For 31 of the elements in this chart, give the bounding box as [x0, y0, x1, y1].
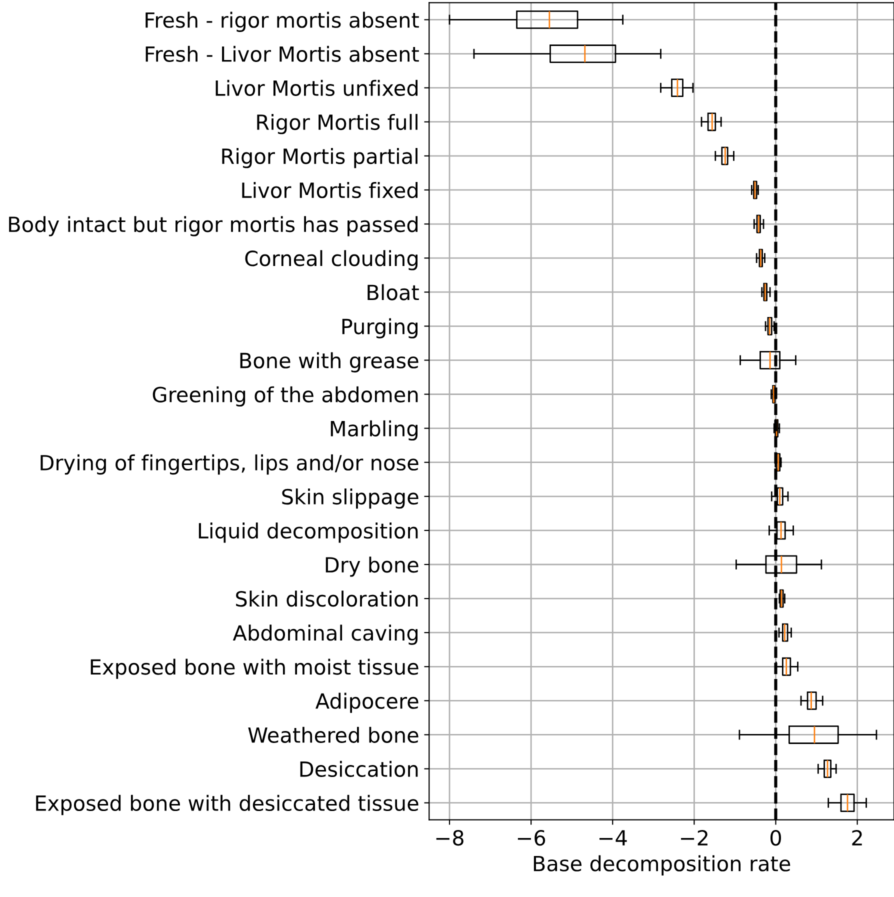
y-tick-label: Drying of fingertips, lips and/or nose: [40, 454, 418, 475]
y-tick-label: Bloat: [368, 284, 419, 300]
y-tick-label: Livor Mortis unfixed: [216, 80, 418, 96]
x-tick-label: −6: [518, 830, 546, 846]
y-tick-label: Dry bone: [326, 556, 418, 577]
y-tick-label: Exposed bone with desiccated tissue: [36, 794, 418, 816]
x-tick-label: −4: [599, 830, 627, 846]
y-tick-label: Skin slippage: [282, 488, 418, 509]
x-tick-label: 0: [770, 830, 781, 846]
y-tick-label: Bone with grease: [240, 352, 418, 372]
y-tick-label: Desiccation: [300, 760, 418, 777]
y-tick-label: Fresh - Livor Mortis absent: [146, 46, 419, 62]
y-tick-label: Greening of the abdomen: [152, 386, 418, 406]
y-tick-label: Adipocere: [316, 692, 418, 713]
y-tick-label: Weathered bone: [248, 726, 418, 743]
y-tick-label: Body intact but rigor mortis has passed: [9, 216, 418, 236]
y-tick-label: Liquid decomposition: [198, 522, 418, 543]
y-tick-label: Rigor Mortis partial: [222, 148, 418, 168]
y-tick-label: Marbling: [330, 420, 418, 441]
y-tick-label: Skin discoloration: [236, 590, 418, 607]
x-tick-label: −8: [436, 830, 464, 846]
y-tick-label: Fresh - rigor mortis absent: [146, 12, 419, 32]
y-tick-label: Purging: [342, 318, 418, 338]
x-axis-title: Base decomposition rate: [534, 855, 790, 876]
y-tick-label: Rigor Mortis full: [257, 114, 418, 134]
x-tick-label: 2: [852, 830, 862, 846]
y-tick-label: Corneal clouding: [245, 250, 418, 270]
y-tick-label: Livor Mortis fixed: [242, 182, 418, 198]
x-tick-label: −2: [681, 830, 708, 846]
y-tick-label: Exposed bone with moist tissue: [90, 658, 418, 679]
y-tick-label: Abdominal caving: [232, 624, 418, 645]
